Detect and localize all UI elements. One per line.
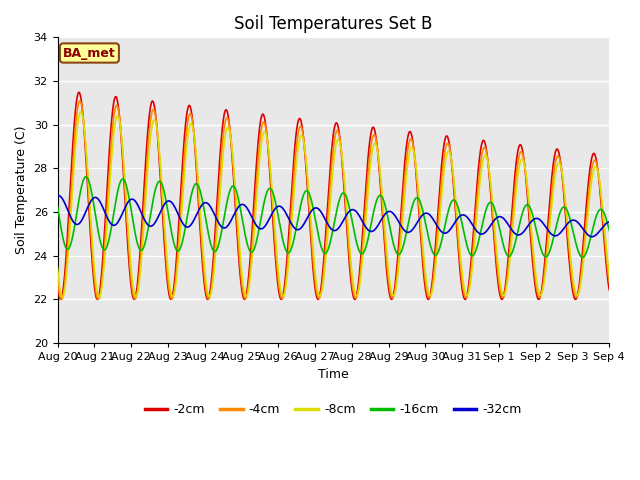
-4cm xyxy=(557,162,564,168)
-16cm xyxy=(208,244,216,250)
Title: Soil Temperatures Set B: Soil Temperatures Set B xyxy=(234,15,433,33)
-2cm xyxy=(350,295,358,300)
-32cm xyxy=(362,224,369,229)
-32cm xyxy=(588,234,596,240)
-2cm xyxy=(75,89,83,95)
-2cm xyxy=(362,186,369,192)
-4cm xyxy=(494,272,502,277)
-8cm xyxy=(557,164,564,170)
-16cm xyxy=(82,174,90,180)
-2cm xyxy=(557,162,564,168)
-16cm xyxy=(349,225,357,230)
-32cm xyxy=(54,193,62,199)
-4cm xyxy=(362,202,369,208)
X-axis label: Time: Time xyxy=(318,368,349,381)
Line: -2cm: -2cm xyxy=(58,92,609,300)
-32cm xyxy=(605,219,613,225)
Legend: -2cm, -4cm, -8cm, -16cm, -32cm: -2cm, -4cm, -8cm, -16cm, -32cm xyxy=(140,398,527,421)
-2cm xyxy=(57,297,65,302)
-32cm xyxy=(349,207,357,213)
-8cm xyxy=(350,284,358,289)
-16cm xyxy=(605,228,613,233)
Line: -8cm: -8cm xyxy=(58,112,609,297)
-32cm xyxy=(208,206,216,212)
Line: -32cm: -32cm xyxy=(58,196,609,237)
Text: BA_met: BA_met xyxy=(63,47,116,60)
-2cm xyxy=(54,282,61,288)
-2cm xyxy=(605,287,613,293)
-4cm xyxy=(572,294,580,300)
-16cm xyxy=(494,218,502,224)
-4cm xyxy=(350,290,358,296)
-4cm xyxy=(58,297,65,302)
-32cm xyxy=(572,218,580,224)
-8cm xyxy=(494,263,502,268)
-8cm xyxy=(572,291,580,297)
-16cm xyxy=(54,204,61,209)
-8cm xyxy=(605,272,613,277)
-32cm xyxy=(494,214,502,220)
-4cm xyxy=(605,279,613,285)
-4cm xyxy=(76,98,84,104)
-32cm xyxy=(54,193,61,199)
Y-axis label: Soil Temperature (C): Soil Temperature (C) xyxy=(15,126,28,254)
-32cm xyxy=(557,229,564,235)
-8cm xyxy=(77,109,84,115)
-8cm xyxy=(54,264,61,270)
-4cm xyxy=(208,282,216,288)
-2cm xyxy=(208,273,216,279)
-4cm xyxy=(54,275,61,280)
Line: -16cm: -16cm xyxy=(58,177,609,257)
-8cm xyxy=(208,287,216,292)
-16cm xyxy=(362,246,369,252)
-8cm xyxy=(362,217,369,223)
-2cm xyxy=(494,280,502,286)
-8cm xyxy=(58,294,66,300)
-16cm xyxy=(557,208,564,214)
-16cm xyxy=(572,240,580,246)
Line: -4cm: -4cm xyxy=(58,101,609,300)
-2cm xyxy=(572,296,580,301)
-16cm xyxy=(579,254,586,260)
